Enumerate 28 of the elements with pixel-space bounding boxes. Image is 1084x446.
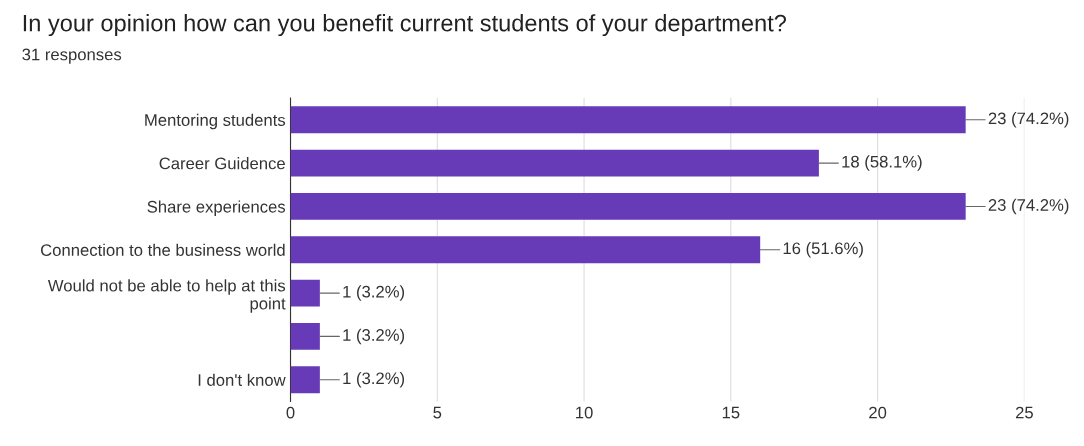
x-tick-label: 20 (869, 406, 887, 419)
data-label: 1 (3.2%) (343, 371, 405, 388)
data-label: 16 (51.6%) (783, 241, 863, 258)
x-tick-label: 10 (576, 406, 593, 419)
text: 31 responses (22, 48, 122, 64)
data-label: 23 (74.2%) (988, 198, 1069, 215)
y-tick-label: I don't know (198, 373, 286, 386)
bar (290, 366, 320, 394)
bar (290, 193, 966, 220)
y-tick-label: Share experiences (147, 200, 286, 216)
y-tick-label: Connection to the business world (41, 243, 285, 256)
bar (290, 322, 320, 350)
y-tick-label: Would not be able to help at this point (47, 279, 286, 313)
bar (290, 236, 761, 264)
bar (290, 149, 819, 177)
data-label: 1 (3.2%) (343, 328, 405, 345)
x-tick-label: 0 (286, 406, 295, 419)
bar (290, 279, 320, 307)
data-label: 1 (3.2%) (343, 285, 405, 301)
x-tick-label: 5 (433, 406, 442, 419)
y-tick-label: Career Guidence (159, 157, 285, 170)
chart-title: In your opinion how can you benefit current students of your department? (23, 14, 787, 37)
x-tick-label: 15 (722, 406, 740, 419)
data-label: 18 (58.1%) (842, 155, 922, 171)
x-tick-label: 25 (1015, 406, 1033, 419)
bar (290, 106, 966, 134)
y-tick-label: Mentoring students (145, 113, 286, 130)
data-label: 23 (74.2%) (988, 112, 1069, 128)
